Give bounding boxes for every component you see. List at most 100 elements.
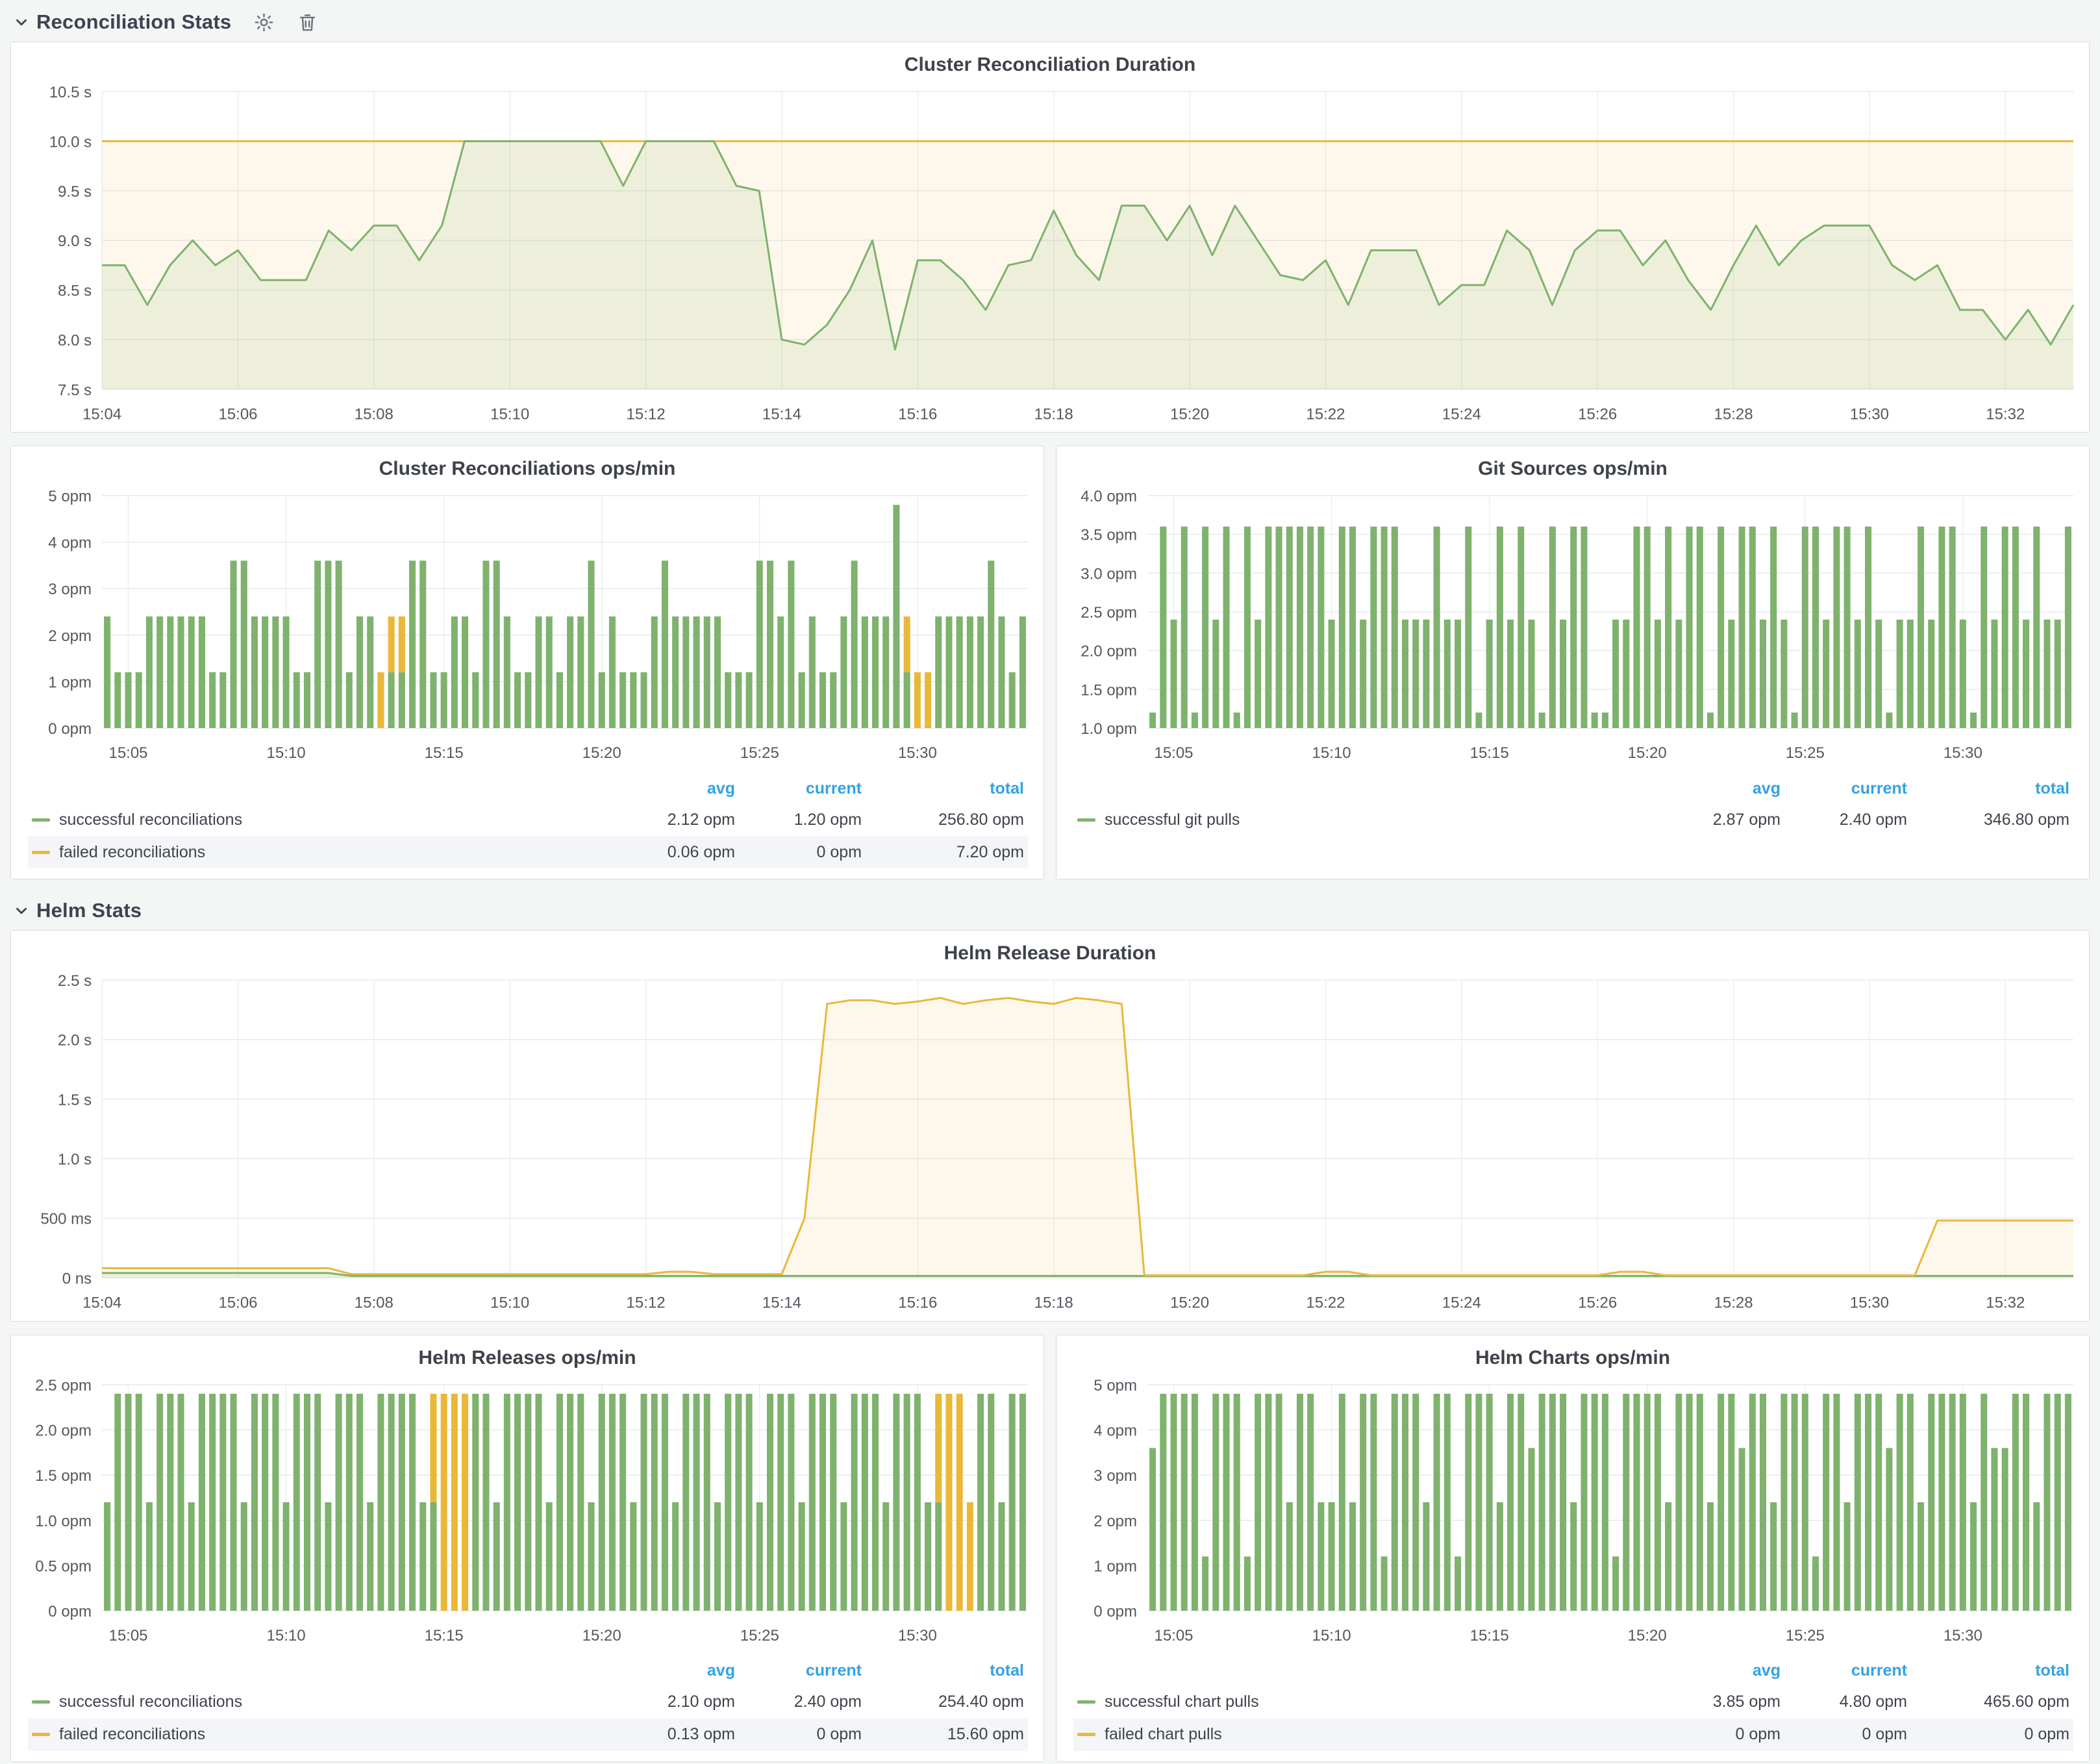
legend-series-label[interactable]: failed reconciliations <box>59 1725 205 1744</box>
legend-series-label[interactable]: successful chart pulls <box>1105 1693 1259 1711</box>
legend-sort-avg[interactable]: avg <box>608 1661 735 1680</box>
panel-helm-charts-ops: Helm Charts ops/min 0 opm1 opm2 opm3 opm… <box>1056 1335 2090 1762</box>
svg-text:4 opm: 4 opm <box>48 535 92 552</box>
legend-row: successful reconciliations2.12 opm1.20 o… <box>28 803 1028 836</box>
legend-avg-value: 2.87 opm <box>1654 811 1781 829</box>
series-color-dash-icon <box>1077 1700 1095 1704</box>
svg-text:15:14: 15:14 <box>762 1294 801 1312</box>
legend-total-value: 465.60 opm <box>1907 1693 2069 1711</box>
svg-text:2.0 opm: 2.0 opm <box>35 1422 92 1439</box>
series-color-dash-icon <box>1077 818 1095 822</box>
svg-text:3 opm: 3 opm <box>1094 1467 1137 1485</box>
legend-current-value: 4.80 opm <box>1781 1693 1907 1711</box>
section-title[interactable]: Reconciliation Stats <box>36 10 231 34</box>
legend-series-toggle[interactable]: successful git pulls <box>1077 811 1654 829</box>
section-header-reconciliation[interactable]: Reconciliation Stats <box>0 0 2100 42</box>
legend-row: successful git pulls2.87 opm2.40 opm346.… <box>1073 803 2073 836</box>
svg-text:15:05: 15:05 <box>1154 744 1193 762</box>
svg-text:15:04: 15:04 <box>82 405 121 423</box>
helm-charts-ops-chart[interactable]: 0 opm1 opm2 opm3 opm4 opm5 opm15:0515:10… <box>1056 1374 2089 1654</box>
panel-title[interactable]: Helm Releases ops/min <box>11 1335 1044 1374</box>
svg-text:15:05: 15:05 <box>108 1627 147 1644</box>
svg-text:0 opm: 0 opm <box>48 1603 92 1620</box>
panel-helm-release-duration: Helm Release Duration 0 ns500 ms1.0 s1.5… <box>10 930 2090 1321</box>
section-title[interactable]: Helm Stats <box>36 899 142 922</box>
svg-text:15:25: 15:25 <box>740 744 779 762</box>
legend-series-label[interactable]: failed chart pulls <box>1105 1725 1222 1744</box>
panel-git-sources-ops: Git Sources ops/min 1.0 opm1.5 opm2.0 op… <box>1056 446 2090 879</box>
svg-text:15:18: 15:18 <box>1034 1294 1073 1312</box>
svg-text:1.5 s: 1.5 s <box>58 1092 92 1109</box>
legend-series-label[interactable]: successful reconciliations <box>59 1693 242 1711</box>
legend-avg-value: 0 opm <box>1654 1725 1781 1744</box>
cluster-reconciliation-duration-chart[interactable]: 7.5 s8.0 s8.5 s9.0 s9.5 s10.0 s10.5 s15:… <box>11 81 2089 432</box>
legend-sort-avg[interactable]: avg <box>608 779 735 798</box>
legend-total-value: 0 opm <box>1907 1725 2069 1744</box>
legend-header-row: avgcurrenttotal <box>28 1656 1028 1686</box>
svg-text:1 opm: 1 opm <box>48 674 92 692</box>
svg-text:15:22: 15:22 <box>1306 1294 1345 1312</box>
chevron-down-icon[interactable] <box>13 902 30 919</box>
svg-text:0 opm: 0 opm <box>48 720 92 738</box>
legend-sort-current[interactable]: current <box>1781 779 1907 798</box>
panel-title[interactable]: Git Sources ops/min <box>1056 446 2089 485</box>
svg-text:15:10: 15:10 <box>490 405 529 423</box>
svg-text:15:32: 15:32 <box>1986 405 2025 423</box>
svg-text:15:16: 15:16 <box>898 1294 937 1312</box>
legend-sort-avg[interactable]: avg <box>1654 1661 1781 1680</box>
legend-sort-total[interactable]: total <box>862 1661 1024 1680</box>
legend-current-value: 0 opm <box>735 843 862 862</box>
legend-series-toggle[interactable]: failed reconciliations <box>32 1725 608 1744</box>
legend-series-toggle[interactable]: failed reconciliations <box>32 843 608 862</box>
legend-series-toggle[interactable]: failed chart pulls <box>1077 1725 1654 1744</box>
svg-text:15:25: 15:25 <box>1786 744 1825 762</box>
legend-avg-value: 2.12 opm <box>608 811 735 829</box>
chevron-down-icon[interactable] <box>13 14 30 31</box>
legend-current-value: 0 opm <box>735 1725 862 1744</box>
legend-row: failed reconciliations0.06 opm0 opm7.20 … <box>28 836 1028 868</box>
legend-series-label[interactable]: successful reconciliations <box>59 811 242 829</box>
svg-text:15:30: 15:30 <box>1944 1627 1982 1644</box>
legend: avgcurrenttotal successful reconciliation… <box>11 1654 1044 1761</box>
legend-total-value: 254.40 opm <box>862 1693 1024 1711</box>
legend-sort-avg[interactable]: avg <box>1654 779 1781 798</box>
svg-text:15:15: 15:15 <box>1470 744 1509 762</box>
legend-sort-total[interactable]: total <box>1907 779 2069 798</box>
svg-text:1.5 opm: 1.5 opm <box>1081 682 1137 699</box>
helm-release-duration-chart[interactable]: 0 ns500 ms1.0 s1.5 s2.0 s2.5 s15:0415:06… <box>11 970 2089 1320</box>
svg-text:15:15: 15:15 <box>1470 1627 1509 1644</box>
legend: avgcurrenttotal successful chart pulls 3.8… <box>1056 1654 2089 1761</box>
legend-row: successful chart pulls 3.85 opm4.80 opm46… <box>1073 1686 2073 1719</box>
legend-avg-value: 3.85 opm <box>1654 1693 1781 1711</box>
legend-avg-value: 0.06 opm <box>608 843 735 862</box>
legend-row: failed chart pulls0 opm0 opm0 opm <box>1073 1719 2073 1751</box>
helm-releases-ops-chart[interactable]: 0 opm0.5 opm1.0 opm1.5 opm2.0 opm2.5 opm… <box>11 1374 1044 1654</box>
svg-text:15:30: 15:30 <box>898 1627 937 1644</box>
panel-cluster-reconciliations-ops: Cluster Reconciliations ops/min 0 opm 1 o… <box>10 446 1044 879</box>
legend-sort-total[interactable]: total <box>862 779 1024 798</box>
legend-series-label[interactable]: failed reconciliations <box>59 843 205 862</box>
svg-text:15:20: 15:20 <box>1628 1627 1667 1644</box>
svg-text:2.5 opm: 2.5 opm <box>35 1377 92 1394</box>
panel-title[interactable]: Cluster Reconciliation Duration <box>11 42 2089 81</box>
legend-series-toggle[interactable]: successful reconciliations <box>32 1693 608 1711</box>
legend-series-toggle[interactable]: successful chart pulls <box>1077 1693 1654 1711</box>
legend-series-toggle[interactable]: successful reconciliations <box>32 811 608 829</box>
svg-text:5 opm: 5 opm <box>48 488 92 505</box>
svg-text:15:06: 15:06 <box>218 1294 257 1312</box>
legend-sort-current[interactable]: current <box>1781 1661 1907 1680</box>
gear-icon[interactable] <box>253 12 275 33</box>
legend-sort-total[interactable]: total <box>1907 1661 2069 1680</box>
panel-title[interactable]: Helm Charts ops/min <box>1056 1335 2089 1374</box>
trash-icon[interactable] <box>297 12 318 33</box>
legend-sort-current[interactable]: current <box>735 779 862 798</box>
cluster-reconciliations-ops-chart[interactable]: 0 opm1 opm2 opm3 opm4 opm5 opm15:0515:10… <box>11 485 1044 771</box>
legend-series-label[interactable]: successful git pulls <box>1105 811 1240 829</box>
panel-title[interactable]: Helm Release Duration <box>11 931 2089 970</box>
legend-sort-current[interactable]: current <box>735 1661 862 1680</box>
svg-text:15:20: 15:20 <box>582 744 621 762</box>
panel-title[interactable]: Cluster Reconciliations ops/min <box>11 446 1044 485</box>
git-sources-ops-chart[interactable]: 1.0 opm1.5 opm2.0 opm2.5 opm3.0 opm3.5 o… <box>1056 485 2089 771</box>
legend: avgcurrenttotal successful reconciliation… <box>11 771 1044 879</box>
section-header-helm[interactable]: Helm Stats <box>0 888 2100 930</box>
